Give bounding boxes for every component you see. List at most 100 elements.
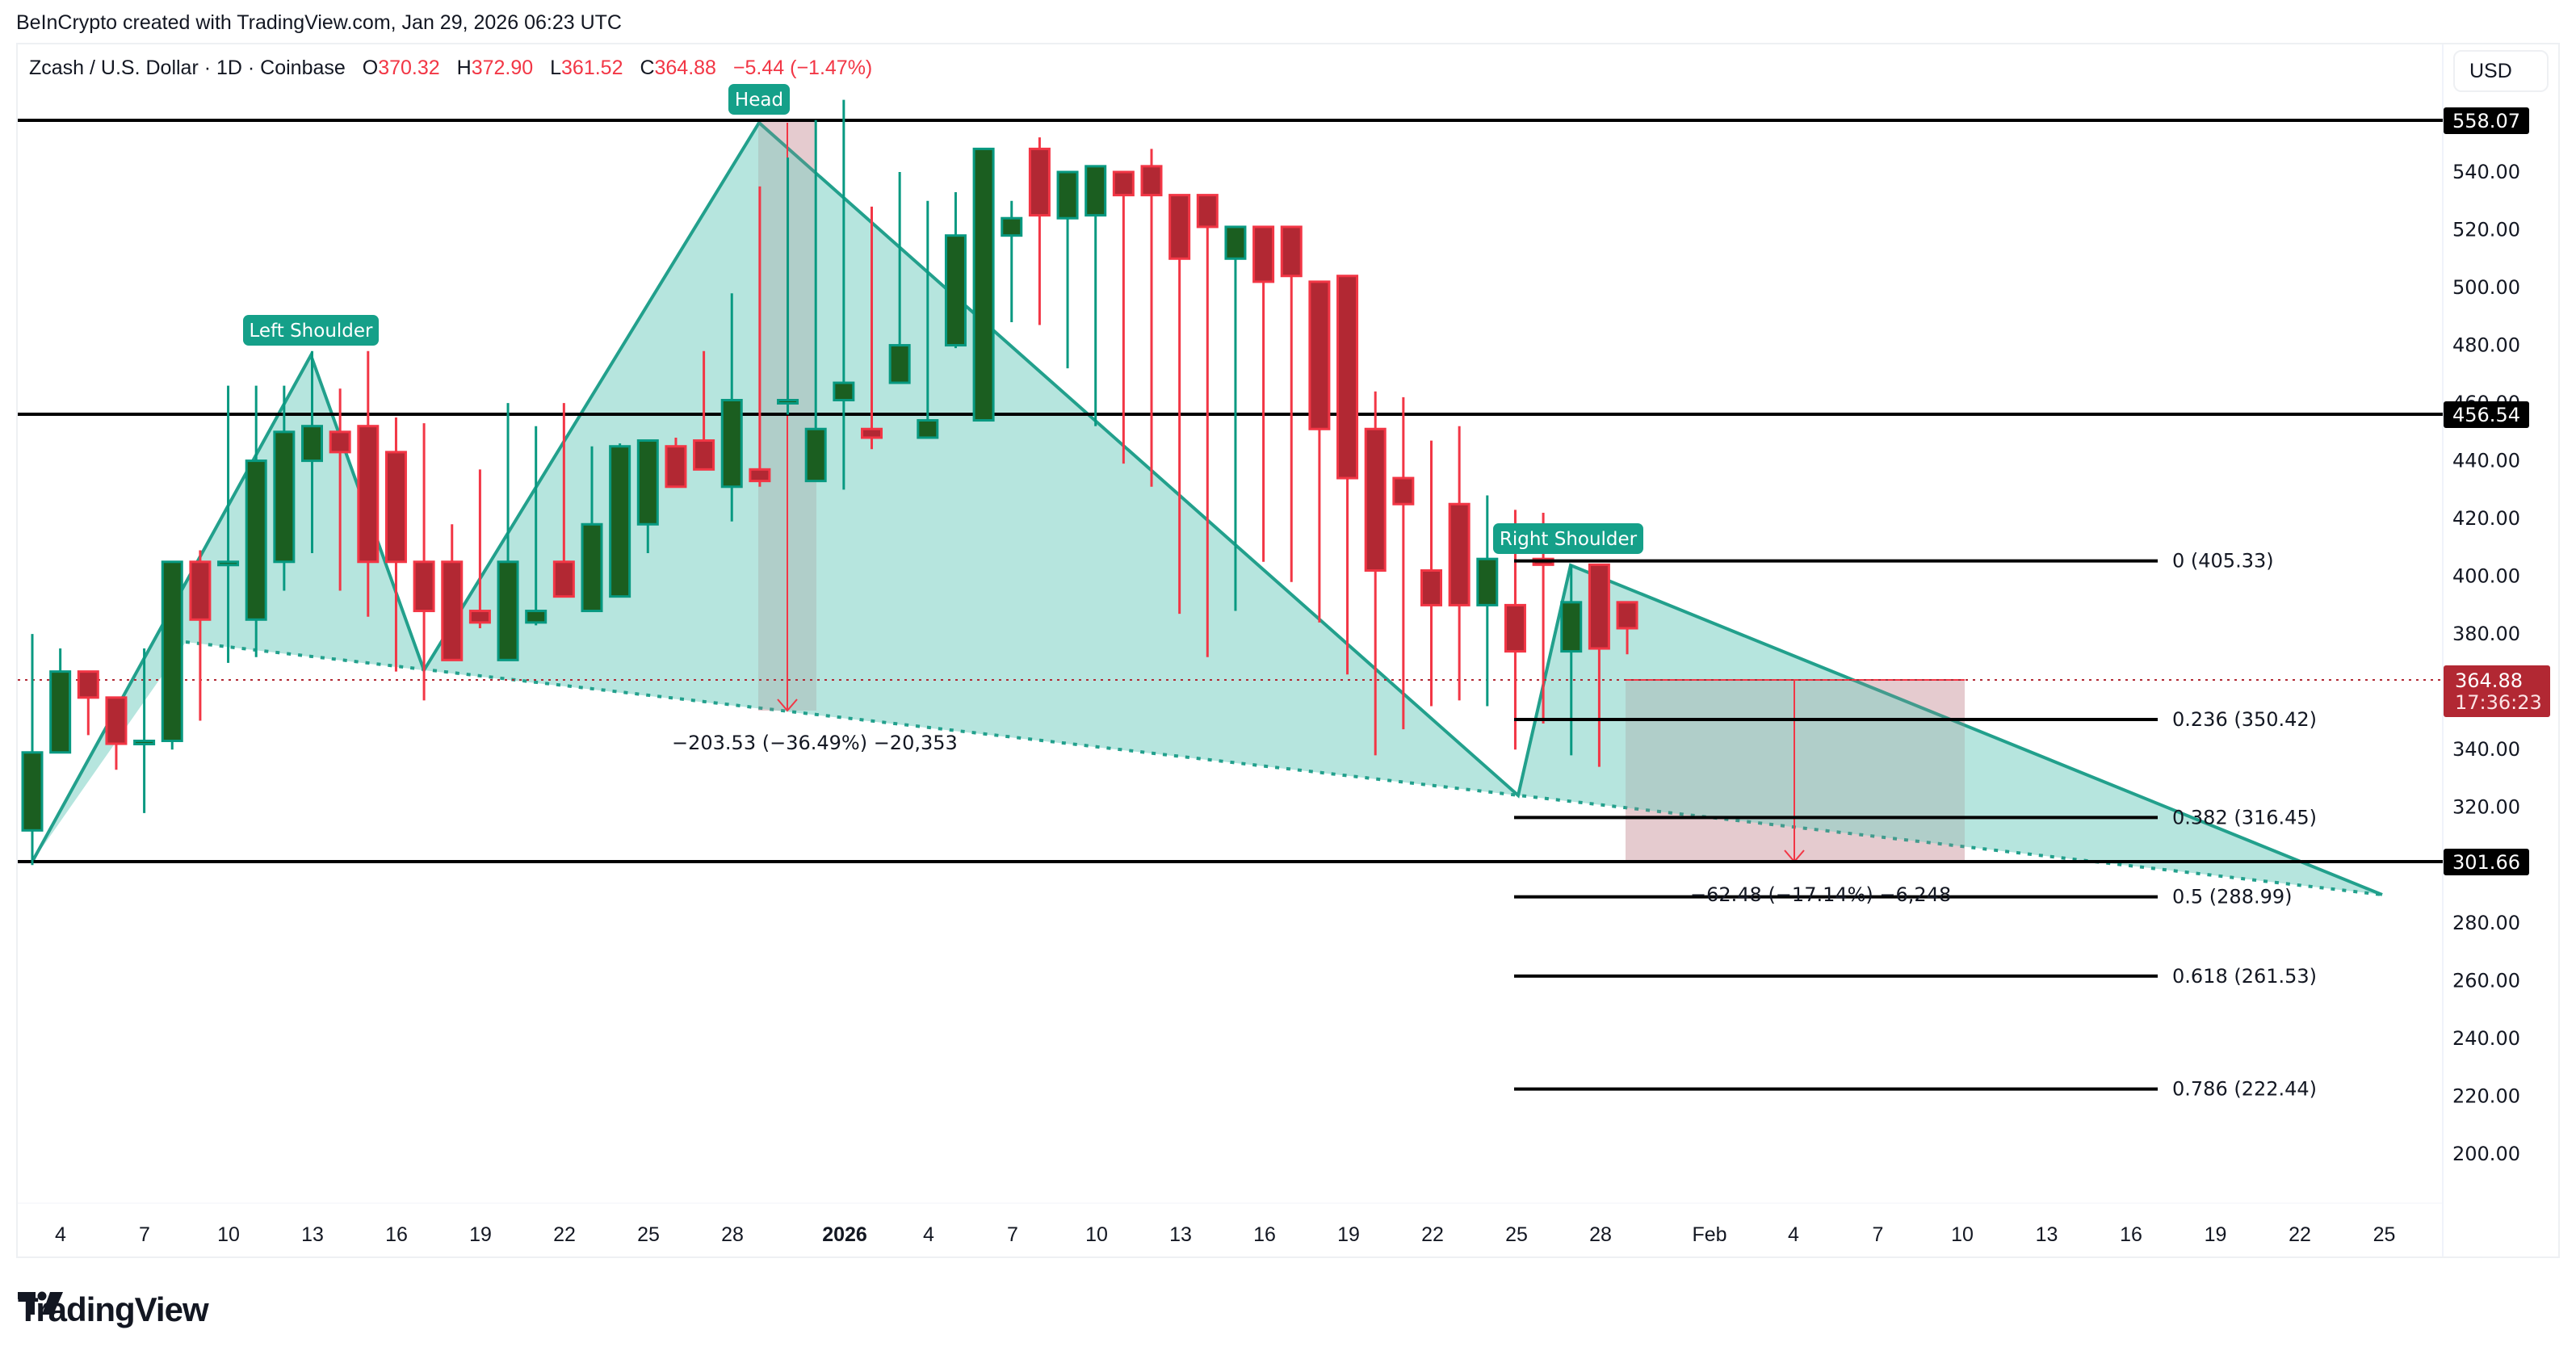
fib-level-label: 0.618 (261.53) bbox=[2172, 965, 2317, 988]
candle[interactable] bbox=[468, 469, 491, 629]
currency-button[interactable]: USD bbox=[2453, 50, 2549, 92]
candle[interactable] bbox=[1028, 137, 1051, 325]
svg-text:Right Shoulder: Right Shoulder bbox=[1500, 529, 1638, 550]
candle[interactable] bbox=[1001, 200, 1023, 322]
candle[interactable] bbox=[1252, 225, 1275, 562]
candle[interactable] bbox=[636, 439, 659, 554]
candle[interactable] bbox=[888, 172, 911, 384]
fib-level-label: 0 (405.33) bbox=[2172, 550, 2274, 573]
candle[interactable] bbox=[133, 648, 156, 813]
chart-credit: BeInCrypto created with TradingView.com,… bbox=[16, 11, 622, 34]
left-shoulder-label: Left Shoulder bbox=[243, 315, 379, 346]
candle[interactable] bbox=[384, 417, 407, 672]
price-tick: 520.00 bbox=[2452, 219, 2520, 241]
fib-level[interactable]: 0.618 (261.53) bbox=[1514, 965, 2317, 988]
fib-level[interactable]: 0.786 (222.44) bbox=[1514, 1078, 2317, 1101]
candle[interactable] bbox=[972, 147, 995, 422]
candle[interactable] bbox=[552, 403, 575, 598]
candle[interactable] bbox=[525, 426, 548, 626]
time-axis[interactable]: 4 7 10 13 16 19 22 25 28 2026 4 7 10 13 16 19 22 25 28 Feb 4… bbox=[55, 1223, 2395, 1246]
time-tick: 25 bbox=[2373, 1223, 2396, 1246]
horizontal-levels[interactable] bbox=[18, 119, 2443, 863]
candle[interactable] bbox=[357, 350, 380, 617]
candle[interactable] bbox=[1448, 426, 1471, 701]
price-tag-558: 558.07 bbox=[2452, 110, 2520, 132]
candle[interactable] bbox=[329, 388, 351, 591]
time-tick: Feb bbox=[1692, 1223, 1726, 1246]
candle[interactable] bbox=[720, 293, 743, 522]
low-value: 361.52 bbox=[561, 57, 623, 79]
symbol-title[interactable]: Zcash / U.S. Dollar · 1D · Coinbase bbox=[29, 57, 346, 79]
price-tick: 500.00 bbox=[2452, 276, 2520, 299]
candle[interactable] bbox=[21, 634, 44, 866]
candle[interactable] bbox=[1336, 275, 1359, 675]
time-tick: 7 bbox=[1007, 1223, 1018, 1246]
candle[interactable] bbox=[749, 186, 771, 487]
time-tick: 10 bbox=[1951, 1223, 1974, 1246]
candle[interactable] bbox=[1364, 391, 1387, 756]
candle[interactable] bbox=[1112, 170, 1135, 464]
open-label: O bbox=[362, 57, 379, 79]
candle[interactable] bbox=[77, 670, 99, 736]
candle[interactable] bbox=[49, 648, 72, 754]
candle[interactable] bbox=[189, 550, 212, 721]
candle[interactable] bbox=[217, 385, 240, 663]
candle[interactable] bbox=[245, 385, 267, 657]
candle[interactable] bbox=[161, 560, 183, 750]
time-tick: 19 bbox=[469, 1223, 492, 1246]
candle[interactable] bbox=[804, 120, 827, 483]
candle[interactable] bbox=[833, 99, 855, 490]
candle[interactable] bbox=[413, 423, 435, 701]
candlestick-series[interactable] bbox=[21, 99, 1638, 866]
right-shoulder-label: Right Shoulder bbox=[1493, 523, 1643, 554]
time-tick: 22 bbox=[553, 1223, 576, 1246]
candle[interactable] bbox=[105, 696, 128, 770]
target-drop-measure-label: −62.48 (−17.14%) −6,248 bbox=[1690, 883, 1951, 906]
candle[interactable] bbox=[581, 446, 603, 613]
price-tick: 200.00 bbox=[2452, 1143, 2520, 1165]
candle[interactable] bbox=[1168, 194, 1191, 615]
time-tick: 4 bbox=[923, 1223, 934, 1246]
fib-level[interactable]: 0.382 (316.45) bbox=[1514, 806, 2317, 829]
candle[interactable] bbox=[1085, 165, 1107, 426]
candle[interactable] bbox=[1140, 149, 1163, 487]
fib-level[interactable]: 0.5 (288.99) bbox=[1514, 886, 2293, 908]
candle[interactable] bbox=[665, 437, 687, 489]
candle[interactable] bbox=[301, 350, 323, 554]
candle[interactable] bbox=[917, 200, 939, 439]
fib-level[interactable]: 0 (405.33) bbox=[1514, 550, 2274, 573]
candle[interactable] bbox=[1196, 194, 1219, 657]
candle[interactable] bbox=[1280, 225, 1303, 582]
candle[interactable] bbox=[1420, 440, 1442, 707]
candle[interactable] bbox=[1476, 495, 1499, 707]
candle[interactable] bbox=[861, 206, 883, 450]
candle[interactable] bbox=[273, 385, 296, 591]
candle[interactable] bbox=[1308, 280, 1331, 623]
candle[interactable] bbox=[1616, 601, 1638, 655]
candle[interactable] bbox=[777, 157, 799, 415]
low-label: L bbox=[550, 57, 562, 79]
candle[interactable] bbox=[1056, 170, 1079, 369]
chart-frame bbox=[16, 43, 2560, 1258]
tradingview-logo[interactable]: TradingView bbox=[18, 1290, 209, 1329]
time-tick: 4 bbox=[1788, 1223, 1799, 1246]
price-axis[interactable]: 540.00520.00500.00480.00460.00440.00420.… bbox=[2452, 161, 2520, 1165]
candle[interactable] bbox=[441, 524, 464, 661]
fibonacci-retracement[interactable]: 0 (405.33) 0.236 (350.42) 0.382 (316.45) 0.… bbox=[1514, 550, 2317, 1101]
price-tick: 540.00 bbox=[2452, 161, 2520, 183]
candle[interactable] bbox=[944, 192, 967, 349]
pattern-labels: Left Shoulder Head Right Shoulder bbox=[243, 84, 1643, 554]
candle[interactable] bbox=[609, 443, 631, 598]
open-value: 370.32 bbox=[378, 57, 440, 79]
candle[interactable] bbox=[1588, 563, 1610, 767]
fib-level[interactable]: 0.236 (350.42) bbox=[1514, 708, 2317, 731]
candle[interactable] bbox=[497, 403, 519, 661]
candle[interactable] bbox=[693, 350, 715, 471]
candle[interactable] bbox=[1224, 225, 1247, 611]
time-tick: 13 bbox=[2036, 1223, 2058, 1246]
candle[interactable] bbox=[1560, 564, 1583, 756]
fib-level-label: 0.236 (350.42) bbox=[2172, 708, 2317, 731]
candle[interactable] bbox=[1392, 396, 1415, 730]
time-tick: 13 bbox=[301, 1223, 324, 1246]
